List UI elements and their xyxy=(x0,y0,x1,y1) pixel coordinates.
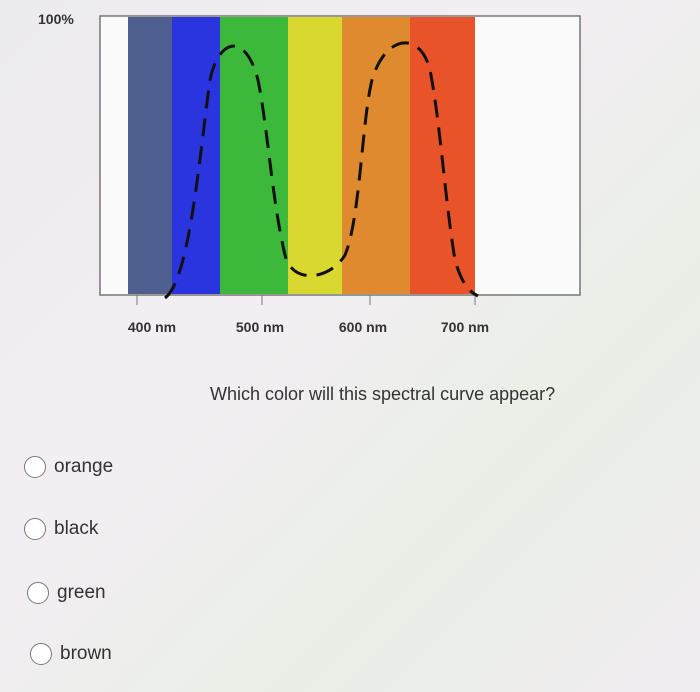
spectral-curve xyxy=(163,41,479,300)
option[interactable]: brown xyxy=(30,643,112,665)
option[interactable]: black xyxy=(24,518,98,540)
option-label: brown xyxy=(60,643,112,664)
x-tick-label: 700 nm xyxy=(441,319,489,335)
band-blue xyxy=(172,17,220,294)
x-tick-label: 600 nm xyxy=(339,319,387,335)
band-violet xyxy=(128,17,172,294)
band-orange xyxy=(342,17,410,294)
option-label: green xyxy=(57,582,106,603)
radio-button[interactable] xyxy=(27,582,49,604)
option[interactable]: green xyxy=(27,582,106,604)
x-tick-label: 400 nm xyxy=(128,319,176,335)
option[interactable]: orange xyxy=(24,456,113,478)
x-tick-label: 500 nm xyxy=(236,319,284,335)
radio-button[interactable] xyxy=(24,456,46,478)
option-label: black xyxy=(54,518,99,539)
question: Which color will this spectral curve app… xyxy=(210,384,556,404)
spectral-figure: 100% 400 nm 500 nm 600 nm 700 nm xyxy=(38,11,581,335)
radio-button[interactable] xyxy=(30,643,52,665)
option-label: orange xyxy=(54,456,114,477)
band-yellow xyxy=(288,17,342,294)
y-axis-label: 100% xyxy=(38,11,74,27)
radio-button[interactable] xyxy=(24,518,46,540)
band-green xyxy=(220,17,288,294)
